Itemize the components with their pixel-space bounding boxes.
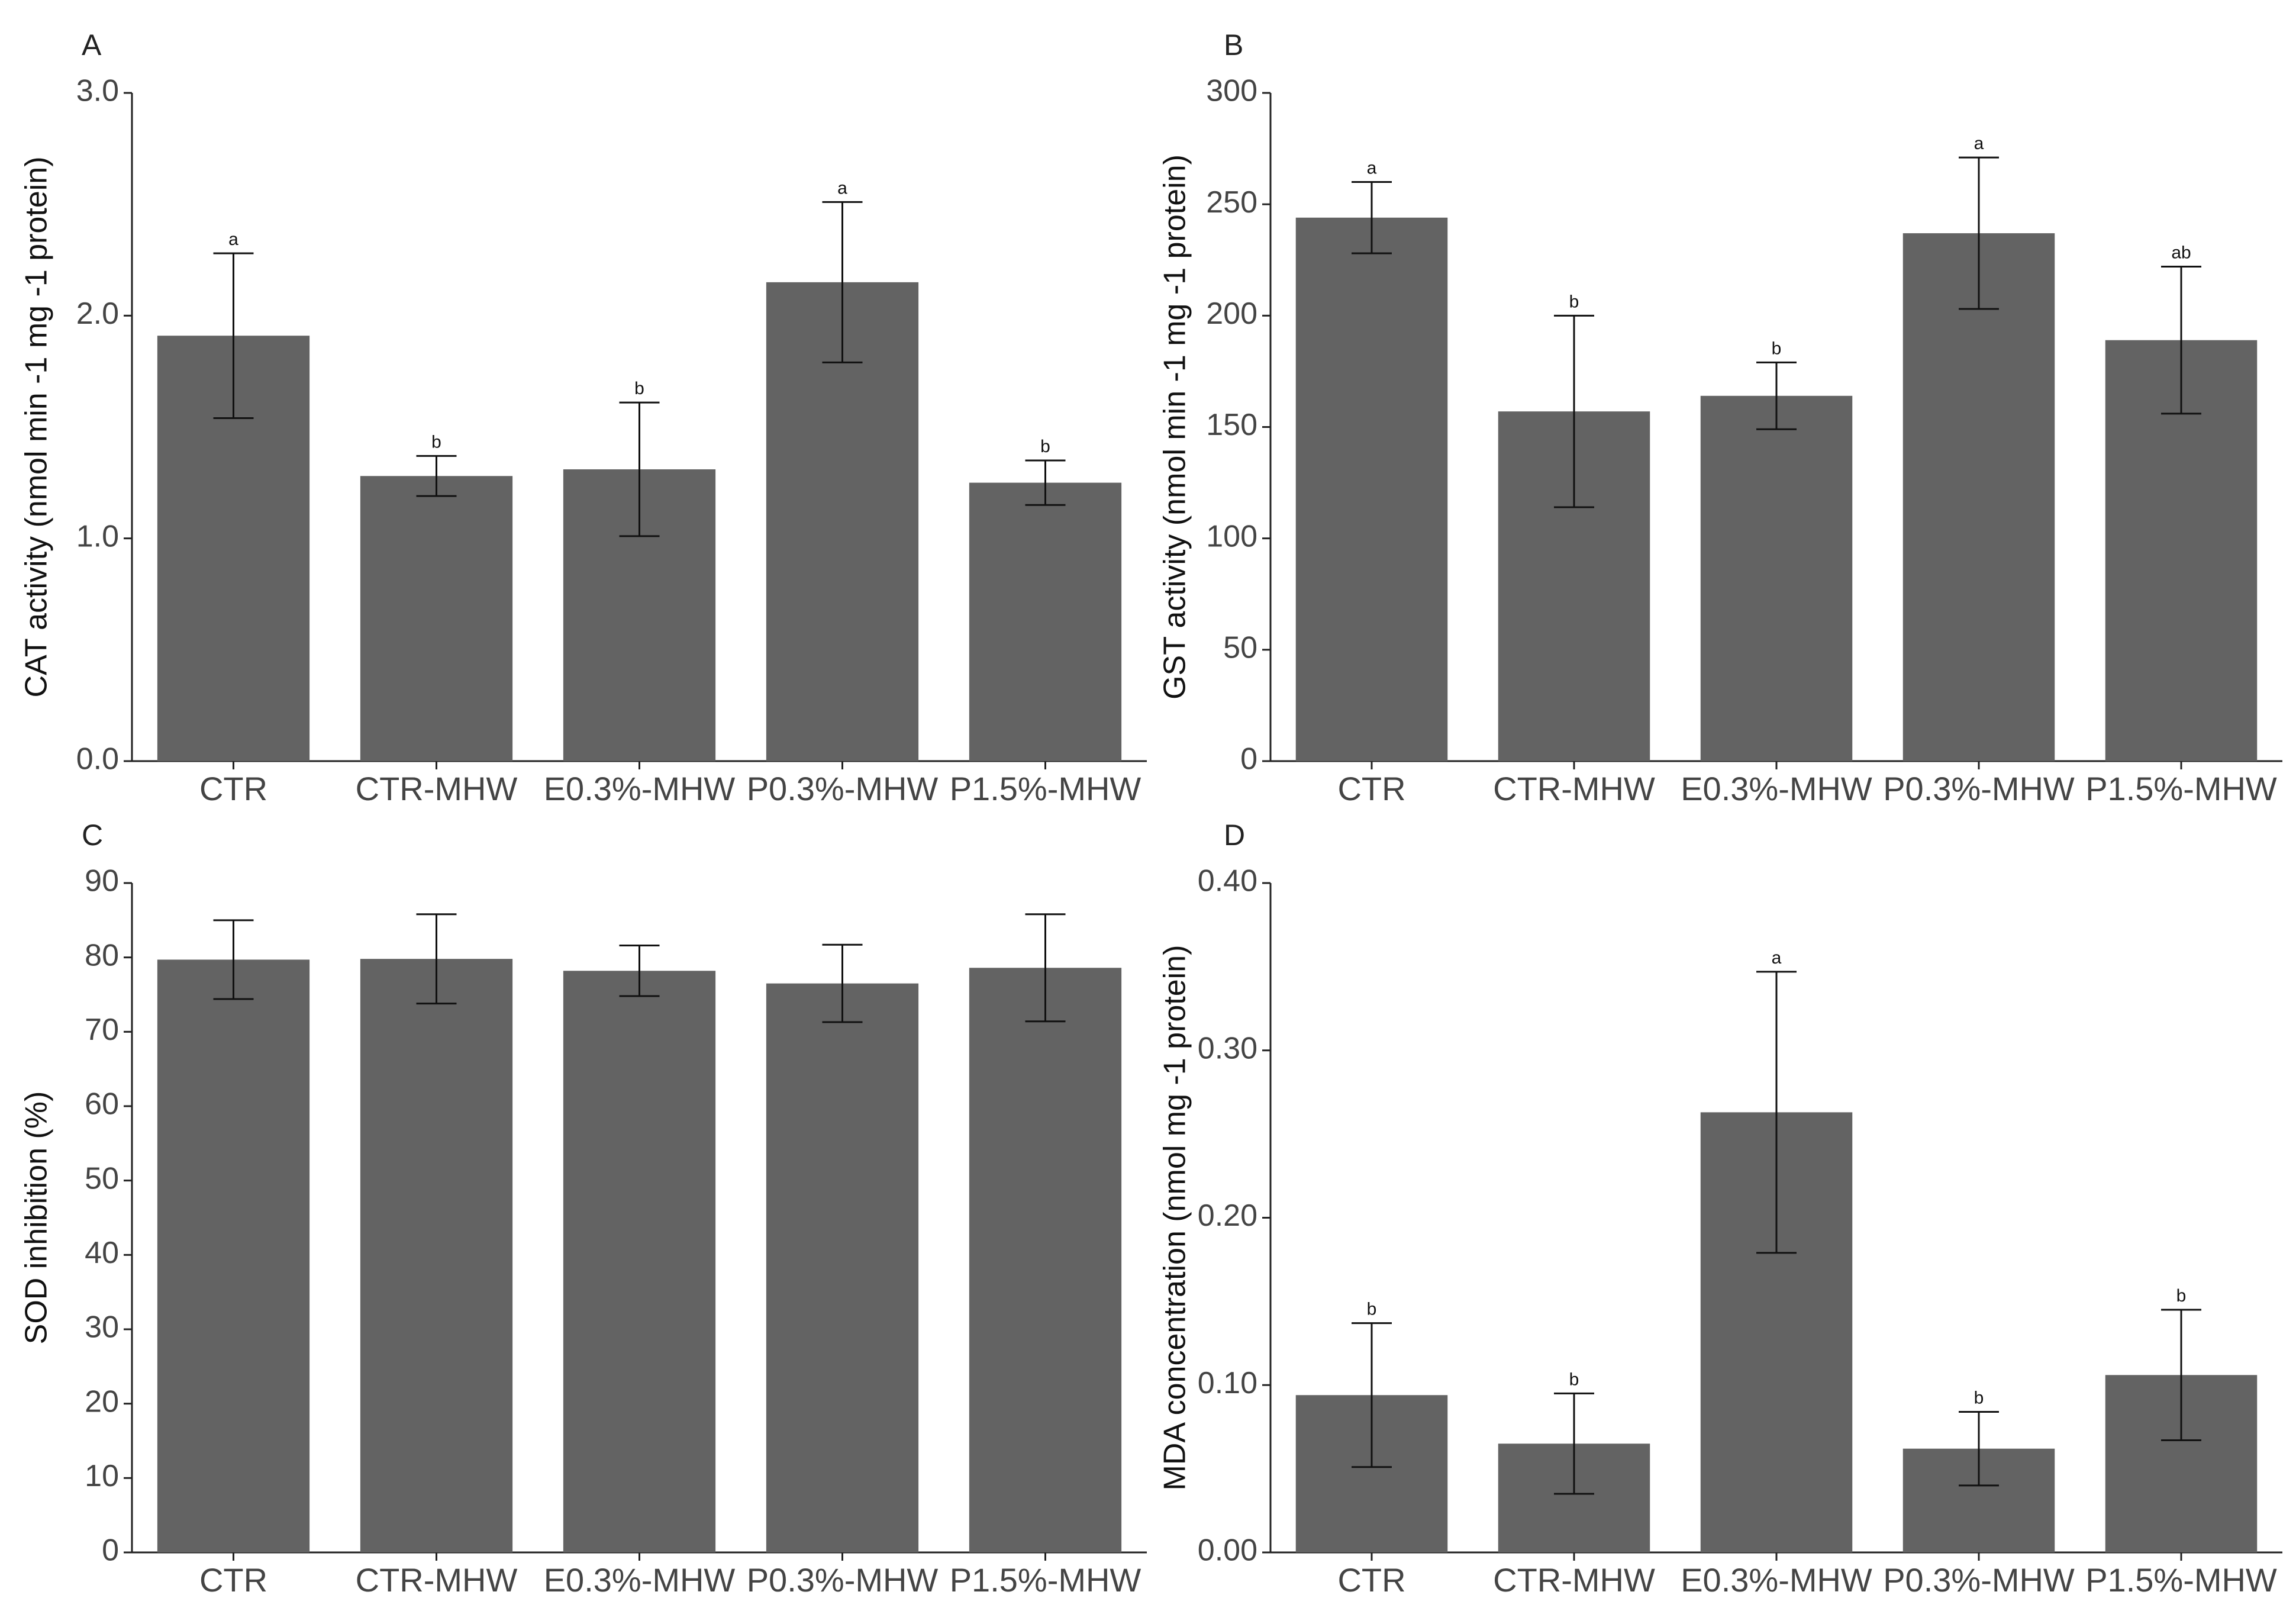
y-tick-label: 70 <box>85 1013 119 1047</box>
bar <box>1295 217 1448 761</box>
x-category-label: CTR-MHW <box>356 770 518 807</box>
y-tick-label: 20 <box>85 1384 119 1419</box>
x-category-label: P1.5%-MHW <box>2085 770 2277 807</box>
y-tick-label: 0.20 <box>1198 1198 1257 1233</box>
panel-a-cat-activity: A 0.0 1.0 2.0 3.0 CAT activity (nmol min -1 m… <box>20 28 1147 807</box>
significance-label: b <box>634 379 644 398</box>
y-tick-label: 0 <box>1240 742 1257 776</box>
panel-d-mda-concentration: D 0.00 0.10 0.20 0.30 0.40 MDA concentration (… <box>1158 819 2282 1599</box>
bar <box>1902 233 2055 762</box>
x-category-label: CTR <box>199 770 267 807</box>
y-tick-label: 0.00 <box>1198 1533 1257 1568</box>
panel-c-sod-inhibition: C 0 10 20 30 40 50 60 70 80 90 SOD inhibition (%) CT… <box>20 819 1147 1599</box>
y-axis-title: GST activity (nmol min -1 mg -1 protein) <box>1158 154 1192 700</box>
bar <box>766 983 919 1552</box>
panel-b-gst-activity: B 0 50 100 150 200 250 300 GST activity (nmol mi… <box>1158 28 2282 807</box>
significance-label: b <box>1569 292 1579 311</box>
y-tick-label: 100 <box>1206 519 1257 553</box>
significance-label: b <box>1040 437 1050 456</box>
x-category-label: CTR <box>199 1561 267 1599</box>
significance-label: b <box>431 432 441 452</box>
significance-label: b <box>1367 1300 1377 1319</box>
significance-label: a <box>1367 159 1377 178</box>
x-category-label: P1.5%-MHW <box>950 770 1141 807</box>
x-category-label: CTR <box>1337 1561 1405 1599</box>
y-tick-label: 50 <box>85 1161 119 1196</box>
y-tick-label: 90 <box>85 864 119 898</box>
y-tick-label: 0.40 <box>1198 864 1257 898</box>
y-tick-label: 0 <box>102 1533 119 1568</box>
x-category-label: CTR-MHW <box>1493 770 1655 807</box>
significance-label: a <box>1772 948 1782 968</box>
y-tick-label: 60 <box>85 1087 119 1122</box>
significance-label: a <box>1974 134 1984 153</box>
x-category-label: CTR <box>1337 770 1405 807</box>
y-tick-label: 1.0 <box>76 519 119 553</box>
x-category-label: P0.3%-MHW <box>747 770 939 807</box>
y-tick-label: 250 <box>1206 185 1257 220</box>
significance-label: b <box>2176 1286 2187 1306</box>
x-category-label: P1.5%-MHW <box>950 1561 1141 1599</box>
y-tick-label: 150 <box>1206 408 1257 442</box>
significance-label: a <box>837 178 847 198</box>
y-axis-title: MDA concentration (nmol mg -1 protein) <box>1158 945 1192 1491</box>
x-category-label: P0.3%-MHW <box>747 1561 939 1599</box>
bar <box>969 968 1122 1552</box>
y-tick-label: 0.30 <box>1198 1031 1257 1065</box>
x-category-label: E0.3%-MHW <box>1681 1561 1872 1599</box>
y-tick-label: 3.0 <box>76 74 119 108</box>
x-category-label: P0.3%-MHW <box>1883 770 2075 807</box>
significance-label: b <box>1569 1370 1579 1389</box>
bar <box>157 959 310 1552</box>
y-tick-label: 2.0 <box>76 297 119 331</box>
x-category-label: E0.3%-MHW <box>544 770 736 807</box>
y-tick-label: 80 <box>85 938 119 972</box>
bar <box>563 971 716 1552</box>
y-tick-label: 10 <box>85 1459 119 1493</box>
significance-label: a <box>228 230 238 249</box>
bar <box>1700 395 1853 761</box>
panel-letter: A <box>82 28 102 62</box>
x-category-label: E0.3%-MHW <box>544 1561 736 1599</box>
panel-letter: D <box>1224 819 1245 852</box>
bar <box>360 959 513 1552</box>
significance-label: ab <box>2171 243 2191 263</box>
y-tick-label: 50 <box>1223 631 1257 665</box>
y-tick-label: 0.0 <box>76 742 119 776</box>
y-tick-label: 0.10 <box>1198 1366 1257 1400</box>
x-category-label: CTR-MHW <box>1493 1561 1655 1599</box>
y-axis-title: CAT activity (nmol min -1 mg -1 protein) <box>20 156 54 697</box>
y-tick-label: 300 <box>1206 74 1257 108</box>
x-category-label: E0.3%-MHW <box>1681 770 1872 807</box>
y-tick-label: 30 <box>85 1310 119 1345</box>
bar <box>969 482 1122 761</box>
significance-label: b <box>1974 1388 1984 1407</box>
panel-letter: B <box>1224 28 1243 62</box>
x-category-label: P1.5%-MHW <box>2085 1561 2277 1599</box>
panel-letter: C <box>82 819 103 852</box>
y-tick-label: 40 <box>85 1236 119 1270</box>
significance-label: b <box>1772 339 1782 358</box>
y-tick-label: 200 <box>1206 297 1257 331</box>
x-category-label: CTR-MHW <box>356 1561 518 1599</box>
x-category-label: P0.3%-MHW <box>1883 1561 2075 1599</box>
bar <box>360 476 513 761</box>
y-axis-title: SOD inhibition (%) <box>20 1091 54 1345</box>
